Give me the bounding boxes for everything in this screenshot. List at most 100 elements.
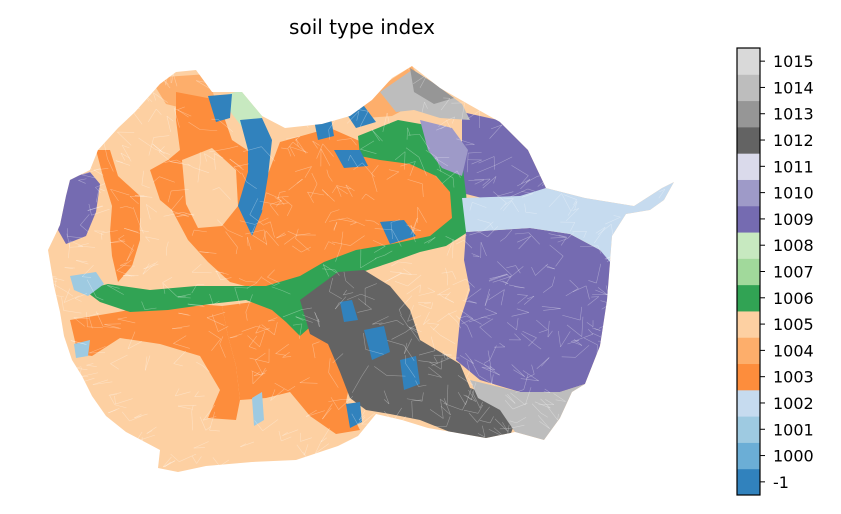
mesh-edge bbox=[144, 355, 151, 371]
mesh-edge bbox=[347, 293, 361, 300]
mesh-edge bbox=[300, 437, 312, 442]
mesh-edge bbox=[516, 416, 527, 424]
mesh-edge bbox=[65, 132, 74, 144]
mesh-edge bbox=[276, 234, 287, 239]
mesh-edge bbox=[543, 66, 548, 72]
mesh-edge bbox=[424, 237, 436, 244]
mesh-edge bbox=[246, 283, 257, 289]
mesh-edge bbox=[320, 69, 325, 78]
mesh-edge bbox=[171, 189, 189, 192]
mesh-edge bbox=[305, 409, 317, 417]
mesh-edge bbox=[383, 399, 390, 405]
soil-region-1003 bbox=[96, 150, 140, 282]
mesh-edge bbox=[108, 69, 118, 73]
mesh-edge bbox=[544, 388, 551, 393]
mesh-edge bbox=[491, 440, 507, 442]
mesh-edge bbox=[618, 143, 629, 159]
mesh-edge bbox=[141, 184, 150, 189]
mesh-edge bbox=[213, 153, 224, 159]
mesh-edge bbox=[534, 446, 538, 458]
mesh-edge bbox=[543, 308, 561, 311]
mesh-edge bbox=[216, 77, 226, 86]
mesh-edge bbox=[613, 215, 621, 218]
mesh-edge bbox=[554, 160, 562, 180]
mesh-edge bbox=[595, 227, 606, 234]
mesh-edge bbox=[105, 432, 112, 435]
mesh-edge bbox=[343, 292, 354, 296]
mesh-edge bbox=[227, 229, 243, 238]
colorbar-tick-label: 1013 bbox=[773, 105, 814, 124]
mesh-edge bbox=[336, 459, 347, 472]
mesh-edge bbox=[182, 212, 195, 216]
mesh-edge bbox=[176, 213, 187, 218]
mesh-edge bbox=[489, 365, 496, 371]
mesh-edge bbox=[511, 364, 525, 377]
mesh-edge bbox=[384, 272, 402, 283]
mesh-edge bbox=[78, 178, 87, 181]
mesh-edge bbox=[299, 382, 318, 384]
mesh-edge bbox=[57, 154, 72, 165]
mesh-edge bbox=[115, 398, 133, 405]
mesh-edge bbox=[657, 411, 668, 416]
mesh-edge bbox=[316, 143, 324, 159]
mesh-edge bbox=[143, 262, 156, 270]
mesh-edge bbox=[187, 163, 194, 168]
mesh-edge bbox=[663, 466, 674, 472]
mesh-edge bbox=[578, 123, 589, 125]
mesh-edge bbox=[440, 399, 444, 419]
mesh-edge bbox=[536, 319, 548, 331]
mesh-edge bbox=[138, 221, 144, 234]
mesh-edge bbox=[504, 400, 514, 410]
mesh-edge bbox=[409, 161, 416, 176]
mesh-edge bbox=[544, 456, 559, 470]
mesh-edge bbox=[80, 372, 98, 378]
mesh-edge bbox=[505, 446, 515, 454]
mesh-edge bbox=[539, 421, 550, 429]
mesh-edge bbox=[474, 179, 485, 185]
mesh-edge bbox=[414, 449, 422, 460]
mesh-edge bbox=[445, 297, 454, 303]
mesh-edge bbox=[269, 200, 282, 206]
mesh-edge bbox=[279, 191, 286, 193]
mesh-edge bbox=[427, 237, 436, 244]
mesh-edge bbox=[355, 66, 369, 71]
mesh-edge bbox=[209, 293, 214, 305]
mesh-edge bbox=[141, 170, 144, 186]
mesh-edge bbox=[591, 431, 608, 442]
mesh-edge bbox=[585, 66, 589, 78]
mesh-edge bbox=[338, 396, 353, 410]
mesh-edge bbox=[245, 294, 253, 313]
mesh-edge bbox=[638, 75, 650, 81]
mesh-edge bbox=[400, 161, 416, 167]
mesh-edge bbox=[609, 344, 620, 349]
mesh-edge bbox=[592, 327, 601, 331]
mesh-edge bbox=[322, 143, 334, 157]
mesh-edge bbox=[404, 151, 406, 170]
mesh-edge bbox=[560, 446, 567, 463]
mesh-edge bbox=[314, 312, 320, 327]
mesh-edge bbox=[496, 261, 512, 276]
mesh-edge bbox=[103, 326, 121, 329]
mesh-edge bbox=[86, 363, 94, 366]
mesh-edge bbox=[442, 353, 452, 356]
mesh-edge bbox=[476, 455, 485, 467]
mesh-edge bbox=[76, 260, 89, 265]
mesh-edge bbox=[80, 214, 90, 226]
mesh-edge bbox=[443, 351, 446, 359]
mesh-edge bbox=[372, 240, 386, 247]
mesh-edge bbox=[50, 150, 62, 163]
mesh-edge bbox=[605, 459, 618, 464]
mesh-edge bbox=[277, 196, 289, 198]
mesh-edge bbox=[674, 152, 677, 158]
mesh-edge bbox=[114, 395, 116, 405]
mesh-edge bbox=[610, 367, 628, 369]
mesh-edge bbox=[134, 195, 153, 198]
mesh-edge bbox=[154, 148, 171, 155]
mesh-edge bbox=[142, 261, 158, 275]
mesh-edge bbox=[652, 141, 668, 146]
mesh-edge bbox=[527, 188, 535, 192]
mesh-edge bbox=[260, 367, 266, 376]
mesh-edge bbox=[504, 198, 514, 206]
mesh-edge bbox=[480, 242, 487, 257]
